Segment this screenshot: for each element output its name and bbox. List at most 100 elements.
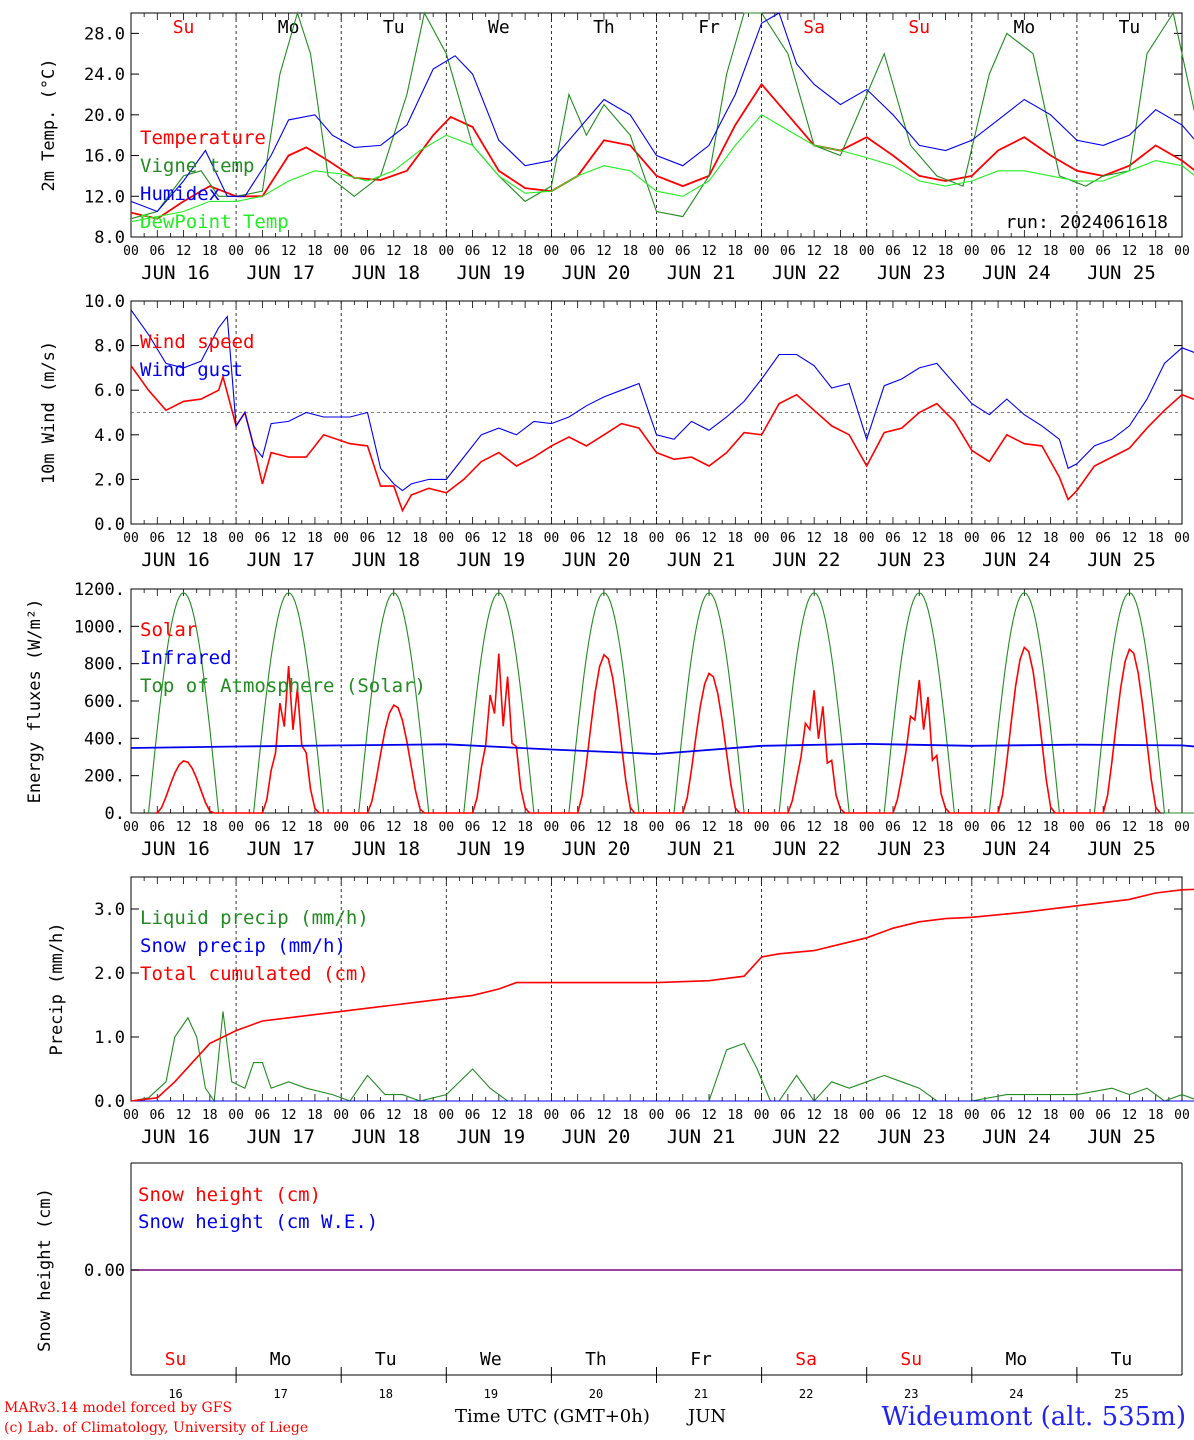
hour-label: 06 [675,1108,691,1123]
hour-label: 06 [675,820,691,835]
weekday-label: Tu [1119,17,1141,38]
legend-entry: DewPoint Temp [140,211,289,233]
legend-entry: Temperature [140,127,266,149]
y-tick-label: 1000. [74,617,125,637]
date-label: JUN 18 [351,1126,420,1148]
hour-label: 06 [465,531,481,546]
hour-label: 18 [1043,820,1059,835]
hour-label: 12 [386,531,402,546]
hour-label: 12 [911,531,927,546]
y-tick-label: 0.00 [84,1261,125,1281]
hour-label: 18 [1043,531,1059,546]
hour-label: 18 [517,1108,533,1123]
hour-label: 18 [938,244,954,259]
date-label: JUN 25 [1087,262,1156,284]
date-label: JUN 20 [562,838,631,860]
hour-label: 18 [727,244,743,259]
hour-label: 00 [1174,820,1190,835]
hour-label: 18 [622,531,638,546]
weekday-label: Th [593,17,615,38]
y-axis-label: Energy fluxes (W/m²) [25,599,45,804]
hour-label: 06 [465,1108,481,1123]
hour-label: 06 [465,820,481,835]
hour-label: 00 [1174,531,1190,546]
hour-label: 18 [833,820,849,835]
legend-entry: Wind speed [140,331,254,353]
hour-label: 00 [438,1108,454,1123]
legend-entry: Total cumulated (cm) [140,963,369,985]
hour-label: 00 [859,531,875,546]
date-label: JUN 16 [141,1126,210,1148]
hour-label: 06 [149,820,165,835]
date-label: JUN 22 [772,549,841,571]
weekday-label: Tu [1111,1349,1133,1370]
hour-label: 12 [596,531,612,546]
hour-label: 18 [938,531,954,546]
hour-label: 18 [1148,531,1164,546]
hour-label: 06 [780,244,796,259]
date-label: JUN 23 [877,262,946,284]
weekday-label: Su [173,17,195,38]
date-label: JUN 17 [246,262,315,284]
hour-label: 06 [885,820,901,835]
weekday-label: Su [908,17,930,38]
weekday-label: Fr [690,1349,712,1370]
hour-label: 12 [176,1108,192,1123]
hour-label: 06 [885,244,901,259]
hour-label: 18 [307,1108,323,1123]
date-label: JUN 25 [1087,838,1156,860]
hour-label: 18 [622,244,638,259]
hour-label: 18 [202,1108,218,1123]
y-tick-label: 600. [84,692,125,712]
y-tick-label: 24.0 [84,65,125,85]
hour-label: 06 [255,820,271,835]
hour-label: 18 [938,1108,954,1123]
hour-label: 06 [255,1108,271,1123]
hour-label: 00 [228,244,244,259]
date-label: JUN 24 [982,838,1051,860]
hour-label: 12 [281,1108,297,1123]
y-tick-label: 8.0 [94,228,125,248]
hour-label: 12 [1122,244,1138,259]
y-axis-label: 2m Temp. (°C) [39,58,59,191]
hour-label: 18 [517,820,533,835]
date-label: JUN 20 [562,1126,631,1148]
hour-label: 18 [727,1108,743,1123]
hour-label: 12 [1017,244,1033,259]
hour-label: 06 [149,1108,165,1123]
hour-label: 18 [622,1108,638,1123]
hour-label: 00 [859,1108,875,1123]
date-label: JUN 18 [351,549,420,571]
hour-label: 06 [885,1108,901,1123]
date-label: JUN 16 [141,549,210,571]
hour-label: 06 [360,820,376,835]
day-number-label: 16 [168,1387,182,1400]
hour-label: 06 [255,531,271,546]
station-title: Wideumont (alt. 535m) [881,1402,1186,1432]
hour-label: 06 [360,1108,376,1123]
hour-label: 18 [727,820,743,835]
weekday-label: Mo [1014,17,1036,38]
series-line-solar [155,645,1161,814]
hour-label: 12 [701,531,717,546]
hour-label: 12 [806,244,822,259]
hour-label: 00 [649,1108,665,1123]
date-label: JUN 19 [457,838,526,860]
legend-entry: Snow height (cm W.E.) [138,1211,378,1233]
date-label: JUN 18 [351,262,420,284]
hour-label: 00 [438,531,454,546]
y-tick-label: 200. [84,767,125,787]
day-number-label: 17 [273,1387,287,1400]
hour-label: 12 [1122,820,1138,835]
hour-label: 18 [517,244,533,259]
hour-label: 00 [438,820,454,835]
hour-label: 12 [281,531,297,546]
hour-label: 12 [491,1108,507,1123]
y-tick-label: 20.0 [84,106,125,126]
hour-label: 12 [386,820,402,835]
hour-label: 00 [1174,1108,1190,1123]
time-axis-label: Time UTC (GMT+0h) [455,1406,650,1427]
y-tick-label: 16.0 [84,147,125,167]
hour-label: 12 [1017,1108,1033,1123]
y-tick-label: 0.0 [94,515,125,535]
